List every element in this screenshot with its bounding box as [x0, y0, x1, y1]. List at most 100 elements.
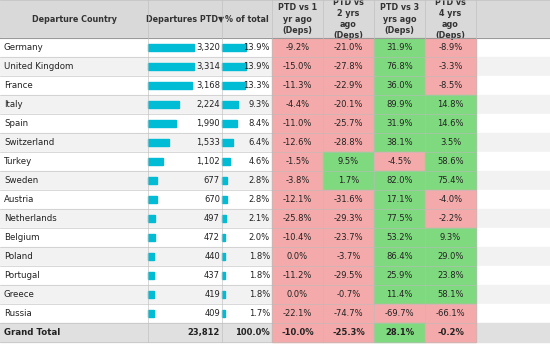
Text: PTD vs 1
yr ago
(Deps): PTD vs 1 yr ago (Deps) — [278, 4, 317, 35]
Text: 419: 419 — [204, 290, 220, 299]
Text: -8.9%: -8.9% — [438, 43, 463, 52]
Text: 11.4%: 11.4% — [386, 290, 412, 299]
Bar — [374, 190, 425, 209]
Text: -1.5%: -1.5% — [285, 157, 310, 166]
Bar — [323, 95, 374, 114]
Text: -29.3%: -29.3% — [334, 214, 363, 223]
Text: Russia: Russia — [4, 309, 32, 318]
Bar — [323, 171, 374, 190]
Text: 23,812: 23,812 — [188, 328, 220, 337]
Bar — [323, 133, 374, 152]
Bar — [222, 101, 238, 108]
Text: -20.1%: -20.1% — [334, 100, 363, 109]
Text: -11.2%: -11.2% — [283, 271, 312, 280]
Text: PTD vs
2 yrs
ago
(Deps): PTD vs 2 yrs ago (Deps) — [333, 0, 364, 40]
Bar — [148, 139, 169, 146]
Bar — [425, 171, 476, 190]
Text: 53.2%: 53.2% — [386, 233, 412, 242]
Bar — [222, 158, 230, 165]
Text: 25.9%: 25.9% — [386, 271, 412, 280]
Bar — [425, 190, 476, 209]
Text: -12.6%: -12.6% — [283, 138, 312, 147]
Text: 0.0%: 0.0% — [287, 252, 308, 261]
Text: 31.9%: 31.9% — [386, 43, 412, 52]
Bar — [148, 196, 157, 203]
Text: 13.3%: 13.3% — [243, 81, 270, 90]
Bar — [374, 228, 425, 247]
Bar — [374, 76, 425, 95]
Text: 497: 497 — [204, 214, 220, 223]
Text: Austria: Austria — [4, 195, 34, 204]
Bar — [323, 38, 374, 57]
Bar — [222, 63, 246, 70]
Text: 677: 677 — [204, 176, 220, 185]
Text: Turkey: Turkey — [4, 157, 32, 166]
Bar — [272, 95, 323, 114]
Bar — [323, 190, 374, 209]
Text: Sweden: Sweden — [4, 176, 38, 185]
Bar — [374, 247, 425, 266]
Bar — [222, 139, 233, 146]
Bar — [148, 272, 154, 279]
Bar — [323, 266, 374, 285]
Text: -25.8%: -25.8% — [283, 214, 312, 223]
Text: 1.8%: 1.8% — [249, 290, 270, 299]
Text: -10.0%: -10.0% — [281, 328, 314, 337]
Bar — [272, 114, 323, 133]
Bar — [0, 171, 550, 190]
Text: 9.3%: 9.3% — [440, 233, 461, 242]
Bar — [323, 76, 374, 95]
Text: France: France — [4, 81, 33, 90]
Text: -4.5%: -4.5% — [387, 157, 411, 166]
Bar — [148, 120, 175, 127]
Bar — [148, 158, 163, 165]
Text: 17.1%: 17.1% — [386, 195, 412, 204]
Text: 670: 670 — [204, 195, 220, 204]
Text: -22.1%: -22.1% — [283, 309, 312, 318]
Bar — [272, 190, 323, 209]
Bar — [0, 95, 550, 114]
Bar — [374, 38, 425, 57]
Text: Switzerland: Switzerland — [4, 138, 54, 147]
Text: 1.8%: 1.8% — [249, 271, 270, 280]
Text: 3.5%: 3.5% — [440, 138, 461, 147]
Text: -15.0%: -15.0% — [283, 62, 312, 71]
Bar — [222, 215, 226, 222]
Text: 28.1%: 28.1% — [385, 328, 414, 337]
Text: -27.8%: -27.8% — [334, 62, 364, 71]
Text: -31.6%: -31.6% — [334, 195, 364, 204]
Text: 3,314: 3,314 — [196, 62, 220, 71]
Bar — [222, 177, 227, 184]
Bar — [0, 209, 550, 228]
Text: -25.7%: -25.7% — [334, 119, 363, 128]
Text: -69.7%: -69.7% — [384, 309, 414, 318]
Text: Italy: Italy — [4, 100, 23, 109]
Bar — [272, 247, 323, 266]
Bar — [0, 304, 550, 323]
Text: 13.9%: 13.9% — [244, 43, 270, 52]
Bar — [0, 228, 550, 247]
Text: Netherlands: Netherlands — [4, 214, 57, 223]
Bar — [222, 291, 225, 298]
Bar — [148, 291, 154, 298]
Text: 6.4%: 6.4% — [249, 138, 270, 147]
Bar — [148, 177, 157, 184]
Bar — [374, 266, 425, 285]
Text: 36.0%: 36.0% — [386, 81, 413, 90]
Text: -11.0%: -11.0% — [283, 119, 312, 128]
Bar — [148, 82, 192, 89]
Text: 9.5%: 9.5% — [338, 157, 359, 166]
Text: 1,990: 1,990 — [196, 119, 220, 128]
Bar — [272, 304, 323, 323]
Bar — [0, 0, 550, 38]
Text: Greece: Greece — [4, 290, 35, 299]
Bar — [374, 209, 425, 228]
Text: -3.3%: -3.3% — [438, 62, 463, 71]
Bar — [425, 285, 476, 304]
Text: -22.9%: -22.9% — [334, 81, 363, 90]
Bar — [222, 253, 225, 260]
Text: United Kingdom: United Kingdom — [4, 62, 73, 71]
Bar — [272, 171, 323, 190]
Text: 58.1%: 58.1% — [437, 290, 464, 299]
Bar — [323, 114, 374, 133]
